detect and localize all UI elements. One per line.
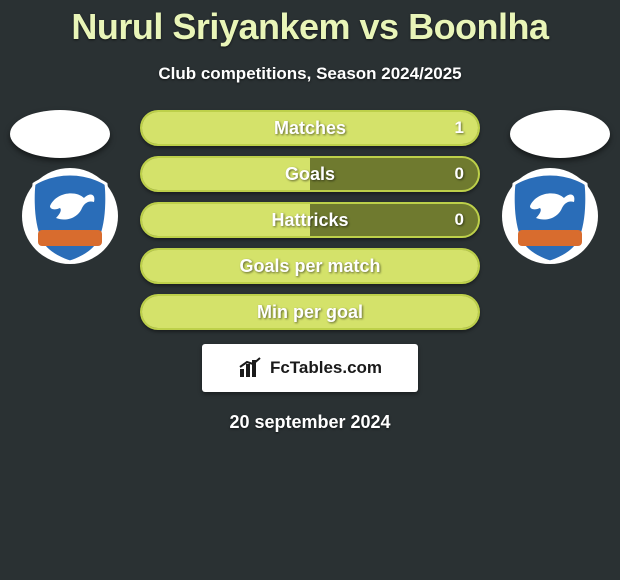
stat-label: Matches bbox=[142, 118, 478, 139]
stat-label: Hattricks bbox=[142, 210, 478, 231]
stat-label: Goals bbox=[142, 164, 478, 185]
club-badge-right bbox=[500, 166, 600, 266]
page-subtitle: Club competitions, Season 2024/2025 bbox=[0, 64, 620, 84]
stat-row-hattricks: Hattricks 0 bbox=[140, 202, 480, 238]
player-avatar-right bbox=[510, 110, 610, 158]
stat-row-goals: Goals 0 bbox=[140, 156, 480, 192]
bar-chart-icon bbox=[238, 357, 264, 379]
player-avatar-left bbox=[10, 110, 110, 158]
stat-label: Min per goal bbox=[142, 302, 478, 323]
shield-icon bbox=[500, 166, 600, 266]
stat-value: 1 bbox=[455, 118, 464, 138]
stat-value: 0 bbox=[455, 164, 464, 184]
brand-box: FcTables.com bbox=[202, 344, 418, 392]
comparison-panel: Matches 1 Goals 0 Hattricks 0 Goals per … bbox=[0, 110, 620, 433]
club-badge-left bbox=[20, 166, 120, 266]
footer-date: 20 september 2024 bbox=[0, 412, 620, 433]
page-title: Nurul Sriyankem vs Boonlha bbox=[0, 0, 620, 48]
stat-row-goals-per-match: Goals per match bbox=[140, 248, 480, 284]
brand-name: FcTables.com bbox=[270, 358, 382, 378]
stat-label: Goals per match bbox=[142, 256, 478, 277]
stat-value: 0 bbox=[455, 210, 464, 230]
stat-row-matches: Matches 1 bbox=[140, 110, 480, 146]
stat-bars: Matches 1 Goals 0 Hattricks 0 Goals per … bbox=[140, 110, 480, 330]
stat-row-min-per-goal: Min per goal bbox=[140, 294, 480, 330]
shield-icon bbox=[20, 166, 120, 266]
